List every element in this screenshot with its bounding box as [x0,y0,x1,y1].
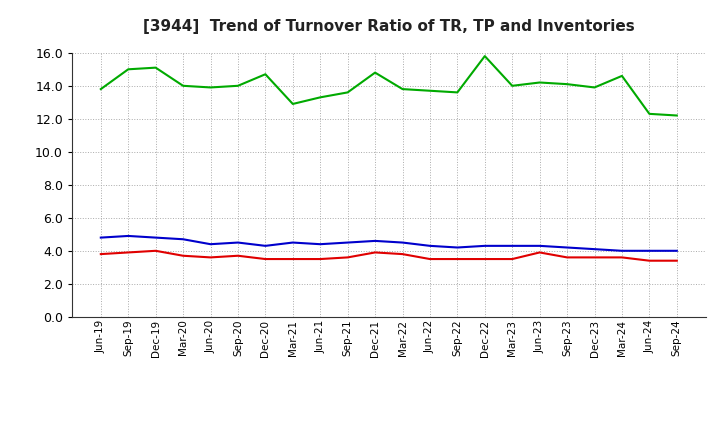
Trade Payables [398,240,407,245]
Inventories [426,88,434,93]
Inventories [233,83,242,88]
Inventories [536,80,544,85]
Inventories [289,101,297,106]
Inventories [563,81,572,87]
Trade Receivables [426,257,434,262]
Trade Payables [179,237,187,242]
Trade Receivables [371,250,379,255]
Trade Receivables [343,255,352,260]
Trade Receivables [508,257,516,262]
Trade Receivables [289,257,297,262]
Trade Payables [289,240,297,245]
Trade Receivables [590,255,599,260]
Inventories [371,70,379,75]
Trade Payables [672,248,681,253]
Inventories [480,53,489,59]
Trade Payables [151,235,160,240]
Trade Payables [96,235,105,240]
Inventories [96,86,105,92]
Trade Receivables [316,257,325,262]
Inventories [316,95,325,100]
Trade Payables [480,243,489,249]
Trade Receivables [618,255,626,260]
Trade Payables [233,240,242,245]
Trade Payables [206,242,215,247]
Trade Payables [371,238,379,244]
Inventories [343,90,352,95]
Trade Payables [426,243,434,249]
Trade Receivables [645,258,654,263]
Inventories [508,83,516,88]
Trade Payables [590,246,599,252]
Trade Receivables [206,255,215,260]
Trade Payables [453,245,462,250]
Trade Receivables [453,257,462,262]
Trade Payables [316,242,325,247]
Inventories [151,65,160,70]
Trade Payables [618,248,626,253]
Trade Payables [563,245,572,250]
Inventories [590,85,599,90]
Trade Payables [536,243,544,249]
Trade Receivables [536,250,544,255]
Trade Payables [645,248,654,253]
Inventories [124,66,132,72]
Text: [3944]  Trend of Turnover Ratio of TR, TP and Inventories: [3944] Trend of Turnover Ratio of TR, TP… [143,19,634,34]
Trade Receivables [672,258,681,263]
Inventories [453,90,462,95]
Trade Payables [508,243,516,249]
Inventories [398,86,407,92]
Trade Receivables [124,250,132,255]
Trade Receivables [233,253,242,258]
Trade Receivables [96,251,105,257]
Line: Trade Payables: Trade Payables [101,236,677,251]
Trade Payables [261,243,270,249]
Inventories [179,83,187,88]
Trade Receivables [398,251,407,257]
Trade Receivables [480,257,489,262]
Trade Payables [343,240,352,245]
Trade Receivables [151,248,160,253]
Trade Payables [124,233,132,238]
Trade Receivables [261,257,270,262]
Inventories [645,111,654,117]
Inventories [672,113,681,118]
Line: Inventories: Inventories [101,56,677,116]
Inventories [261,72,270,77]
Line: Trade Receivables: Trade Receivables [101,251,677,260]
Trade Receivables [179,253,187,258]
Inventories [618,73,626,78]
Inventories [206,85,215,90]
Trade Receivables [563,255,572,260]
